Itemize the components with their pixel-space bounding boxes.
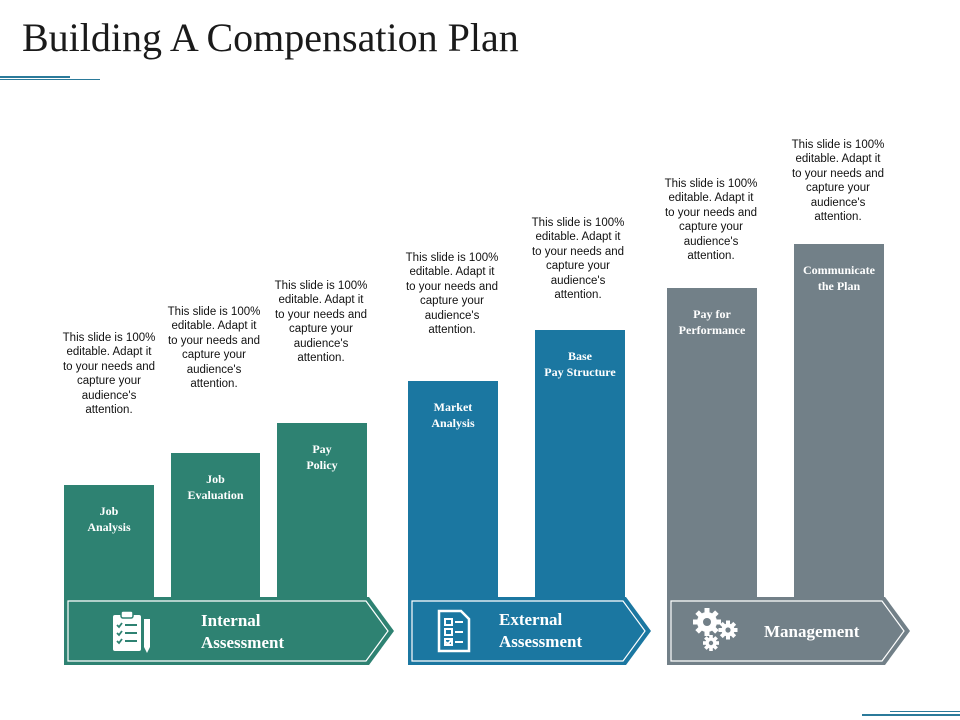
bar-label: Pay Policy bbox=[306, 442, 338, 472]
bar-label: Job Evaluation bbox=[187, 472, 244, 502]
page-title: Building A Compensation Plan bbox=[22, 15, 519, 60]
bar-label: Market Analysis bbox=[431, 400, 475, 430]
title-underline bbox=[0, 76, 70, 78]
banner-arrow-shape bbox=[667, 597, 910, 665]
bar-label: Job Analysis bbox=[87, 504, 131, 534]
description-communicate-the-plan: This slide is 100% editable. Adapt it to… bbox=[791, 139, 885, 224]
description-base-pay-structure: This slide is 100% editable. Adapt it to… bbox=[531, 217, 625, 302]
gears-icon bbox=[693, 608, 738, 651]
description-job-analysis: This slide is 100% editable. Adapt it to… bbox=[62, 332, 156, 417]
bar-label: Communicate the Plan bbox=[803, 263, 875, 293]
banner-label: External Assessment bbox=[499, 610, 583, 651]
bar-market-analysis: Market Analysis bbox=[408, 381, 498, 600]
banner-external-assessment: External Assessment bbox=[408, 597, 651, 665]
description-pay-for-performance: This slide is 100% editable. Adapt it to… bbox=[664, 178, 758, 263]
footer-rule-accent bbox=[890, 711, 960, 712]
description-pay-policy: This slide is 100% editable. Adapt it to… bbox=[274, 280, 368, 365]
bar-pay-for-performance: Pay for Performance bbox=[667, 288, 757, 600]
bar-label: Pay for Performance bbox=[678, 307, 746, 337]
title-underline-accent bbox=[0, 79, 100, 80]
bar-job-analysis: Job Analysis bbox=[64, 485, 154, 600]
footer-rule bbox=[862, 714, 960, 716]
bar-base-pay-structure: Base Pay Structure bbox=[535, 330, 625, 600]
checklist-document-icon bbox=[437, 609, 471, 653]
bar-label: Base Pay Structure bbox=[544, 349, 616, 379]
description-market-analysis: This slide is 100% editable. Adapt it to… bbox=[405, 252, 499, 337]
banner-internal-assessment: Internal Assessment bbox=[64, 597, 394, 665]
banner-management: Management bbox=[667, 597, 910, 665]
description-job-evaluation: This slide is 100% editable. Adapt it to… bbox=[167, 306, 261, 391]
banner-label: Internal Assessment bbox=[201, 611, 285, 652]
bar-pay-policy: Pay Policy bbox=[277, 423, 367, 600]
bar-job-evaluation: Job Evaluation bbox=[171, 453, 260, 600]
clipboard-checklist-icon bbox=[113, 610, 150, 653]
bar-communicate-the-plan: Communicate the Plan bbox=[794, 244, 884, 600]
banner-label: Management bbox=[764, 622, 860, 641]
